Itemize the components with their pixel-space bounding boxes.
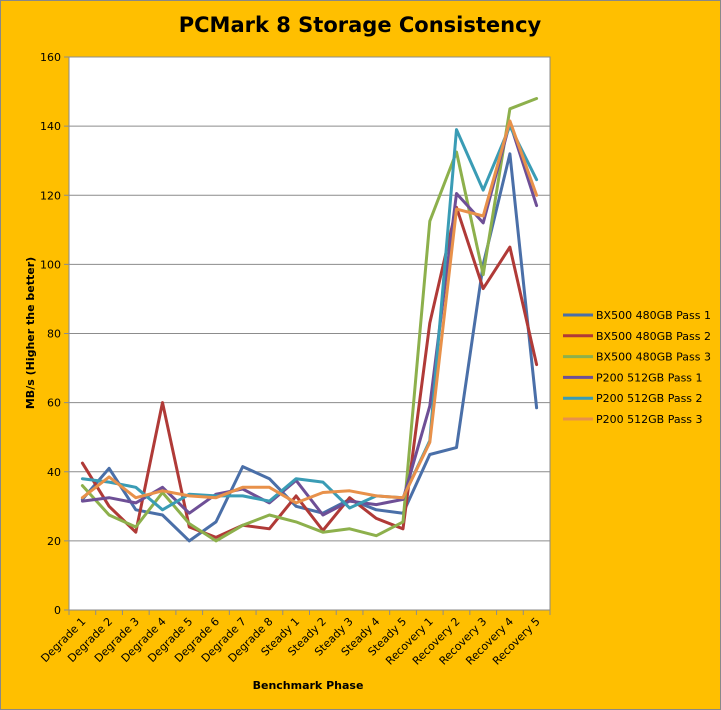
legend-label: BX500 480GB Pass 1 (596, 309, 711, 322)
y-axis-title: MB/s (Higher the better) (24, 257, 37, 409)
legend-label: P200 512GB Pass 2 (596, 392, 703, 405)
chart-title: PCMark 8 Storage Consistency (179, 13, 542, 37)
series-line-2 (80, 205, 539, 539)
y-axis: 0 20 40 60 80 100 120 140 160 (40, 51, 69, 617)
legend-label: BX500 480GB Pass 3 (596, 351, 711, 364)
legend-label: P200 512GB Pass 3 (596, 413, 703, 426)
x-axis-title: Benchmark Phase (253, 679, 364, 692)
y-tick-label: 60 (47, 397, 61, 410)
series-line-6 (80, 119, 539, 505)
series-line-5 (80, 124, 539, 512)
series-lines (80, 97, 539, 543)
y-tick-label: 40 (47, 466, 61, 479)
y-tick-label: 160 (40, 51, 61, 64)
y-tick-label: 100 (40, 258, 61, 271)
y-tick-label: 120 (40, 189, 61, 202)
y-tick-label: 80 (47, 328, 61, 341)
series-line-1 (80, 152, 539, 543)
y-tick-label: 20 (47, 535, 61, 548)
series-line-3 (80, 97, 539, 543)
legend-label: P200 512GB Pass 1 (596, 371, 703, 384)
legend-label: BX500 480GB Pass 2 (596, 330, 711, 343)
legend: BX500 480GB Pass 1 BX500 480GB Pass 2 BX50… (563, 309, 711, 426)
y-tick-label: 0 (54, 604, 61, 617)
y-tick-label: 140 (40, 120, 61, 133)
